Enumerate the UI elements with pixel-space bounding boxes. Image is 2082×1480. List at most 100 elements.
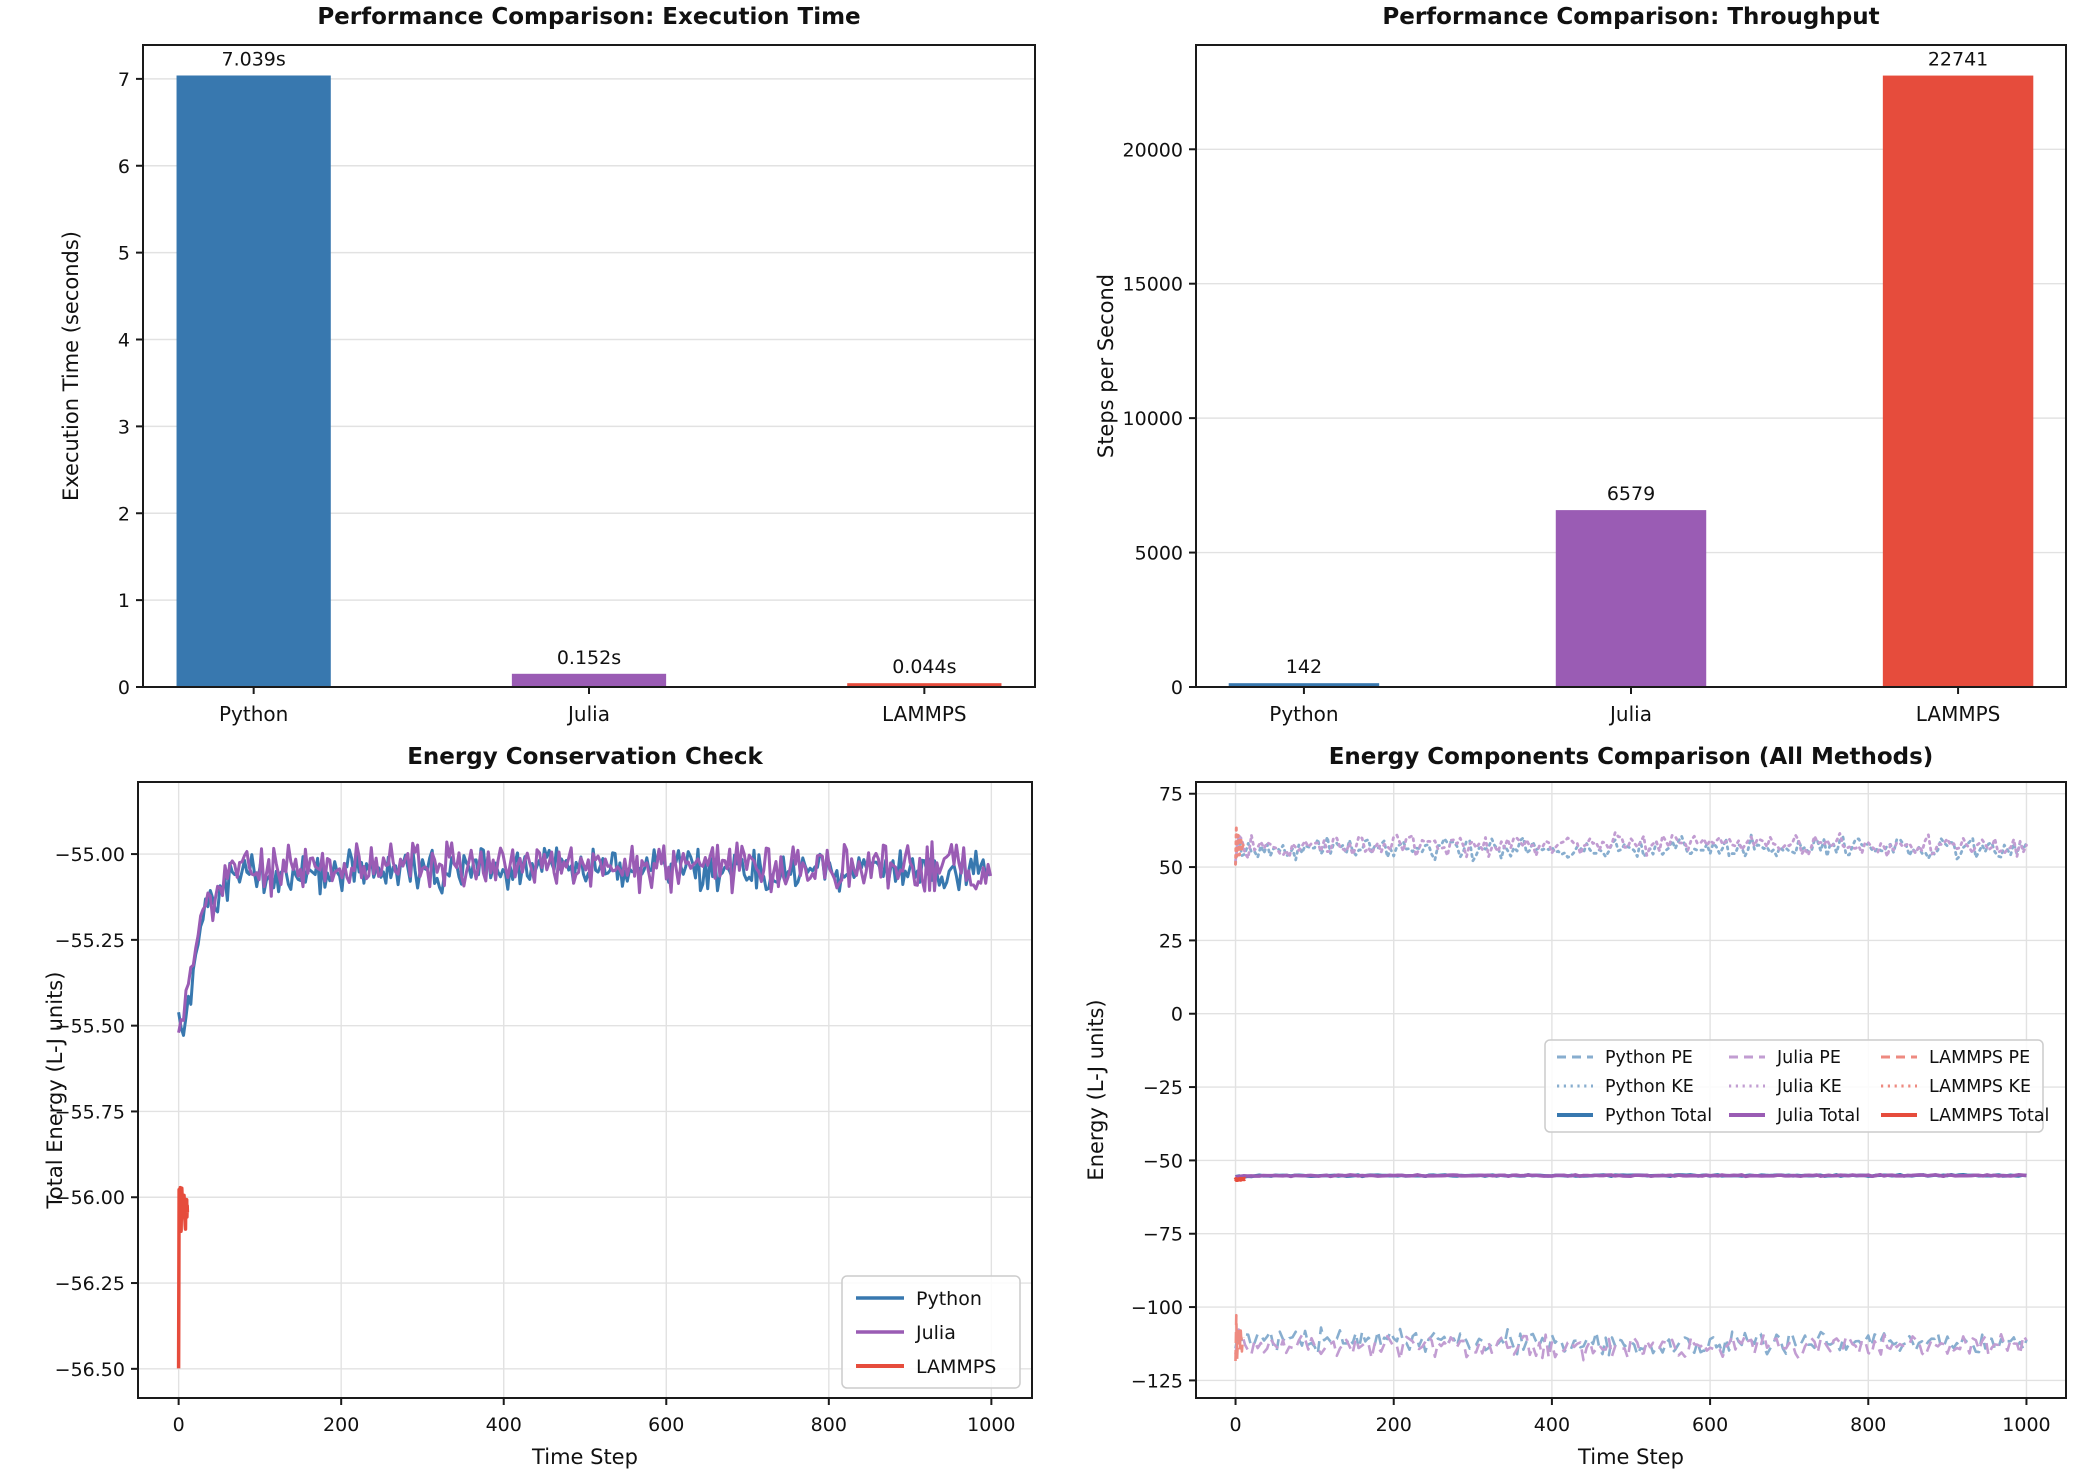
y-tick-label: 0 <box>1171 677 1183 699</box>
x-tick-label: 800 <box>811 1414 847 1436</box>
bar-value-label: 0.044s <box>892 656 956 678</box>
x-category-label: Julia <box>1608 702 1652 726</box>
legend-label: Julia KE <box>1776 1077 1842 1097</box>
x-tick-label: 1000 <box>967 1414 1015 1436</box>
x-tick-label: 800 <box>1850 1414 1886 1436</box>
bar <box>511 673 667 687</box>
y-tick-label: 20000 <box>1123 139 1183 161</box>
y-tick-label: 25 <box>1159 930 1183 952</box>
bar <box>1555 510 1707 687</box>
bar-value-label: 142 <box>1286 656 1322 678</box>
series-line-lammps-total <box>1233 1176 1247 1182</box>
bar-value-label: 22741 <box>1928 49 1988 71</box>
x-tick-label: 200 <box>1376 1414 1412 1436</box>
y-tick-label: −25 <box>1143 1077 1183 1099</box>
y-tick-label: 10000 <box>1123 408 1183 430</box>
energy-components-plot: 75 50 25 0 −25 −50 −75 −100 −125 Energy (L-J unit… <box>1084 781 2067 1469</box>
x-category-label: LAMMPS <box>882 702 967 726</box>
y-tick-label: −100 <box>1131 1297 1183 1319</box>
x-tick-label: 200 <box>323 1414 359 1436</box>
energy-components-chart: Energy Components Comparison (All Method… <box>1041 740 2082 1480</box>
legend-label: Julia <box>915 1322 956 1344</box>
y-tick-label: −55.00 <box>55 844 125 866</box>
y-tick-label: −55.50 <box>55 1016 125 1038</box>
x-category-label: Julia <box>566 702 610 726</box>
legend-label: Python Total <box>1605 1106 1712 1126</box>
x-category-label: Python <box>219 702 288 726</box>
y-tick-label: 75 <box>1159 784 1183 806</box>
x-tick-label: 0 <box>173 1414 185 1436</box>
legend-label: LAMMPS <box>916 1356 996 1378</box>
legend-box <box>841 1275 1021 1389</box>
legend-label: Python KE <box>1605 1077 1694 1097</box>
x-tick-label: 600 <box>1692 1414 1728 1436</box>
execution-time-title: Performance Comparison: Execution Time <box>317 4 861 30</box>
y-tick-label: 6 <box>118 156 130 178</box>
y-tick-label: −56.25 <box>55 1273 125 1295</box>
series-line-julia-pe <box>1234 1328 2028 1362</box>
x-category-label: LAMMPS <box>1916 702 2001 726</box>
y-tick-label: −125 <box>1131 1370 1183 1392</box>
y-tick-label: 3 <box>118 416 130 438</box>
legend-box <box>1544 1039 2044 1133</box>
series-line-julia-ke <box>1234 831 2028 863</box>
x-tick-label: 1000 <box>2002 1414 2050 1436</box>
x-tick-label: 0 <box>1229 1414 1241 1436</box>
y-tick-label: −56.00 <box>55 1187 125 1209</box>
bar-value-label: 6579 <box>1607 483 1655 505</box>
legend-label: LAMMPS KE <box>1929 1077 2031 1097</box>
y-tick-label: −50 <box>1143 1150 1183 1172</box>
y-axis-label: Steps per Second <box>1094 274 1118 458</box>
axes-spines <box>137 781 1033 1399</box>
execution-time-plot: 7.039s 0.152s 0.044s 0 1 2 3 4 5 6 7 Execution Time… <box>59 44 1036 726</box>
x-axis-label: Time Step <box>531 1445 638 1469</box>
legend-label: Python <box>916 1288 982 1310</box>
y-tick-label: 15000 <box>1123 274 1183 296</box>
bar <box>1228 683 1380 687</box>
throughput-chart: Performance Comparison: Throughput 142 65… <box>1041 0 2082 740</box>
execution-time-chart: Performance Comparison: Execution Time 7… <box>0 0 1041 740</box>
y-tick-label: 5000 <box>1135 543 1183 565</box>
energy-conservation-title: Energy Conservation Check <box>407 744 763 770</box>
x-category-label: Python <box>1269 702 1338 726</box>
y-tick-label: −55.25 <box>55 930 125 952</box>
series-line-lammps-pe <box>1234 1313 1245 1362</box>
legend-label: Julia PE <box>1776 1048 1841 1068</box>
y-tick-label: 4 <box>118 330 130 352</box>
legend-label: LAMMPS Total <box>1929 1106 2049 1126</box>
y-tick-label: −75 <box>1143 1224 1183 1246</box>
y-axis-label: Energy (L-J units) <box>1084 999 1108 1180</box>
x-axis-label: Time Step <box>1577 1445 1684 1469</box>
y-axis-label: Total Energy (L-J units) <box>43 972 67 1210</box>
x-tick-label: 400 <box>1534 1414 1570 1436</box>
energy-conservation-plot: −55.00 −55.25 −55.50 −55.75 −56.00 −56.25 −56.… <box>43 781 1033 1469</box>
energy-components-title: Energy Components Comparison (All Method… <box>1328 744 1934 770</box>
bar-value-label: 0.152s <box>557 647 621 669</box>
series-line-lammps <box>176 1185 190 1369</box>
y-tick-label: 1 <box>118 590 130 612</box>
throughput-plot: 142 6579 22741 0 5000 10000 15000 20000 Steps pe… <box>1094 44 2067 726</box>
bar <box>1882 75 2034 688</box>
series-line-lammps-ke <box>1234 824 1245 866</box>
y-tick-label: 50 <box>1159 857 1183 879</box>
x-tick-label: 400 <box>486 1414 522 1436</box>
y-tick-label: 7 <box>118 69 130 91</box>
x-tick-label: 600 <box>648 1414 684 1436</box>
y-axis-label: Execution Time (seconds) <box>59 231 83 501</box>
bar <box>847 683 1002 687</box>
axes-spines <box>1195 781 2067 1399</box>
throughput-title: Performance Comparison: Throughput <box>1382 4 1880 30</box>
legend-label: LAMMPS PE <box>1929 1048 2030 1068</box>
y-tick-label: 0 <box>118 677 130 699</box>
series-line-julia <box>177 840 993 1033</box>
energy-conservation-chart: Energy Conservation Check −55.00 −55.25 −5… <box>0 740 1041 1480</box>
bar-value-label: 7.039s <box>222 48 286 70</box>
series-line-julia-total <box>1235 1172 2027 1179</box>
bar <box>176 75 331 688</box>
legend-label: Julia Total <box>1776 1106 1860 1126</box>
y-tick-label: 0 <box>1171 1004 1183 1026</box>
y-tick-label: −55.75 <box>55 1101 125 1123</box>
y-tick-label: 5 <box>118 243 130 265</box>
legend-label: Python PE <box>1605 1048 1693 1068</box>
